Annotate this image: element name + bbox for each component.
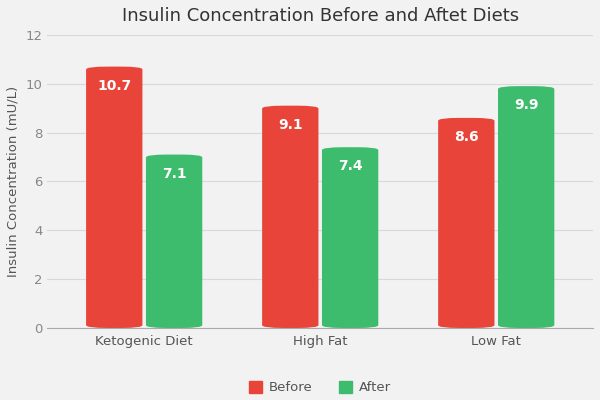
FancyBboxPatch shape (146, 154, 202, 328)
FancyBboxPatch shape (438, 118, 494, 328)
FancyBboxPatch shape (86, 66, 142, 328)
Text: 9.1: 9.1 (278, 118, 302, 132)
Y-axis label: Insulin Concentration (mU/L): Insulin Concentration (mU/L) (7, 86, 20, 277)
FancyBboxPatch shape (262, 106, 319, 328)
Text: 7.4: 7.4 (338, 160, 362, 174)
Title: Insulin Concentration Before and Aftet Diets: Insulin Concentration Before and Aftet D… (122, 7, 519, 25)
FancyBboxPatch shape (498, 86, 554, 328)
FancyBboxPatch shape (322, 147, 378, 328)
Legend: Before, After: Before, After (244, 376, 397, 400)
Text: 8.6: 8.6 (454, 130, 479, 144)
Text: 9.9: 9.9 (514, 98, 538, 112)
Text: 7.1: 7.1 (162, 167, 187, 181)
Text: 10.7: 10.7 (97, 79, 131, 93)
